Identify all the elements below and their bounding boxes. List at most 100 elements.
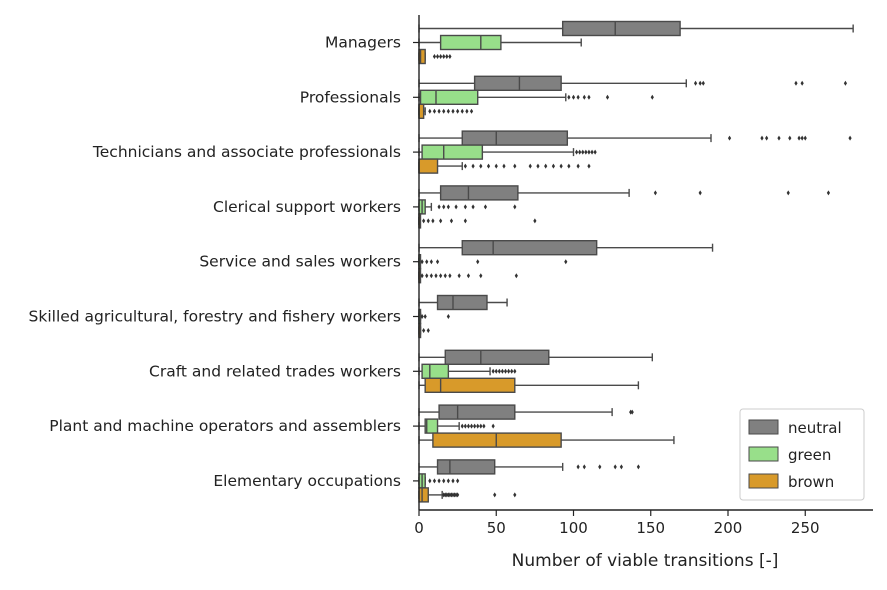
outlier-point	[456, 492, 460, 498]
outlier-point	[471, 163, 475, 169]
outlier-point	[432, 478, 437, 484]
outlier-point	[422, 328, 426, 333]
outlier-point	[425, 273, 429, 279]
outlier-point	[619, 464, 623, 470]
outlier-point	[497, 368, 501, 374]
box-green	[418, 363, 517, 379]
outlier-point	[449, 218, 454, 224]
outlier-point	[437, 108, 441, 114]
outlier-point	[502, 163, 506, 169]
outlier-point	[777, 135, 781, 141]
outlier-point	[429, 273, 433, 279]
outlier-point	[446, 478, 450, 484]
outlier-point	[605, 94, 610, 100]
outlier-point	[439, 218, 443, 224]
box-neutral	[418, 20, 854, 37]
box-neutral	[418, 459, 640, 475]
box-green	[418, 253, 568, 270]
box-neutral	[418, 294, 508, 311]
outlier-point	[460, 108, 464, 114]
outlier-point	[420, 273, 424, 279]
box-iqr	[418, 487, 429, 503]
outlier-point	[587, 94, 591, 100]
outlier-point	[528, 163, 532, 169]
box-iqr	[432, 432, 562, 448]
outlier-point	[469, 108, 474, 114]
box-iqr	[439, 34, 502, 51]
box-brown	[418, 268, 518, 284]
box-brown	[418, 103, 474, 120]
box-brown	[418, 432, 675, 448]
box-iqr	[421, 363, 450, 379]
y-tick-label: Skilled agricultural, forestry and fishe…	[29, 308, 401, 326]
outlier-point	[578, 149, 582, 155]
outlier-point	[513, 368, 517, 374]
legend-label-brown: brown	[788, 473, 834, 491]
outlier-point	[794, 80, 798, 86]
legend: neutral green brown	[739, 408, 865, 501]
x-tick-label: 0	[414, 519, 424, 537]
y-tick-label: Elementary occupations	[213, 472, 401, 490]
box-iqr	[424, 377, 516, 393]
outlier-point	[630, 409, 634, 415]
box-green	[418, 89, 654, 106]
outlier-point	[513, 492, 517, 498]
outlier-point	[473, 423, 477, 429]
y-tick-label: Plant and machine operators and assemble…	[49, 417, 401, 435]
box-iqr	[461, 239, 598, 256]
outlier-point	[443, 273, 447, 279]
outlier-point	[582, 464, 586, 470]
box-iqr	[421, 144, 484, 160]
legend-swatch-neutral	[748, 419, 779, 435]
outlier-point	[551, 163, 556, 169]
outlier-point	[587, 149, 591, 155]
outlier-point	[593, 149, 597, 155]
y-tick-label: Technicians and associate professionals	[92, 143, 401, 161]
outlier-point	[574, 149, 579, 155]
outlier-point	[446, 314, 450, 319]
box-iqr	[424, 418, 439, 434]
box-iqr	[444, 349, 550, 365]
outlier-point	[559, 163, 563, 169]
outlier-point	[456, 108, 460, 114]
outlier-point	[576, 94, 580, 100]
box-green	[418, 308, 450, 325]
outlier-point	[471, 204, 475, 210]
outlier-point	[494, 163, 498, 169]
outlier-point	[451, 108, 455, 114]
outlier-point	[698, 80, 702, 86]
outlier-point	[463, 163, 467, 169]
outlier-point	[479, 163, 483, 169]
outlier-point	[800, 135, 804, 141]
box-iqr	[438, 404, 516, 420]
outlier-point	[448, 54, 452, 59]
outlier-point	[423, 314, 427, 319]
outlier-point	[494, 368, 498, 374]
y-tick-label: Craft and related trades workers	[149, 362, 401, 380]
outlier-point	[454, 204, 458, 210]
outlier-point	[536, 163, 540, 169]
box-iqr	[473, 75, 562, 92]
outlier-point	[457, 273, 461, 279]
box-brown	[418, 487, 517, 503]
outlier-point	[653, 190, 657, 196]
outlier-point	[803, 135, 807, 141]
x-tick-label: 200	[714, 519, 743, 537]
x-tick-label: 150	[636, 519, 665, 537]
outlier-point	[463, 204, 467, 210]
outlier-point	[584, 149, 588, 155]
outlier-point	[598, 464, 602, 470]
box-green	[418, 144, 597, 160]
box-brown	[418, 158, 591, 174]
outlier-point	[698, 190, 702, 196]
outlier-point	[797, 135, 801, 141]
y-tick-label: Clerical support workers	[213, 198, 401, 216]
outlier-point	[435, 54, 440, 59]
legend-label-neutral: neutral	[788, 419, 842, 437]
outlier-point	[786, 190, 790, 196]
outlier-point	[463, 218, 467, 224]
box-green	[418, 199, 517, 215]
outlier-point	[826, 190, 831, 196]
outlier-point	[426, 218, 430, 224]
outlier-point	[848, 135, 852, 141]
